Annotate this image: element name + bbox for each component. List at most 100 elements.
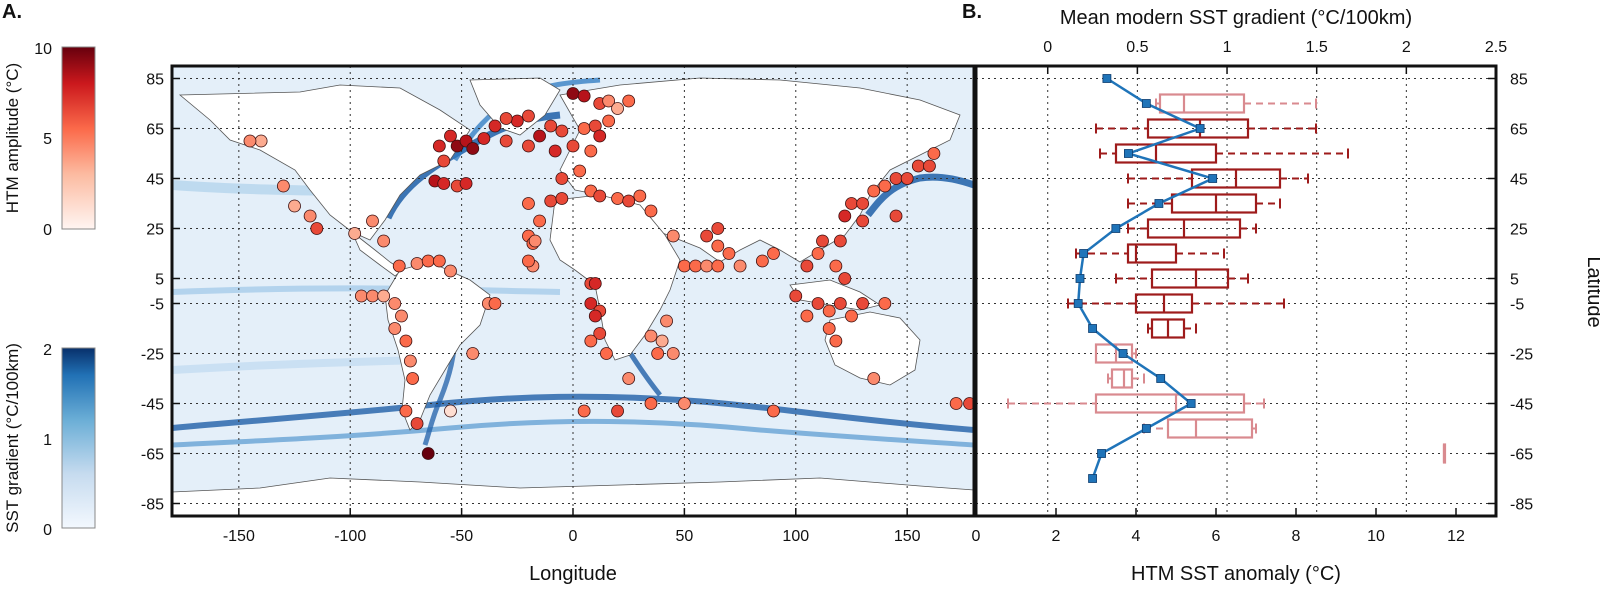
box-panel: 0 2 4 6 8 10 12 0 0.5 1 1.5 2 2.5 85 65 45 25 5 -5 -25 -45… [972, 7, 1600, 585]
continents [172, 77, 974, 516]
htm-site-point [838, 209, 852, 223]
htm-site-point [566, 87, 580, 100]
box-y-tick-label: -85 [1510, 497, 1533, 514]
htm-colorbar-tick: 10 [34, 41, 52, 58]
htm-site-point [722, 247, 736, 260]
map-panel: -150 -100 -50 0 50 100 150 85 65 45 25 5 -5 -25 -45 -6… [141, 64, 976, 585]
map-y-tick-label: -85 [141, 497, 164, 514]
box-x-tick-label: 2 [1052, 528, 1061, 545]
map-x-tick-label: 50 [675, 528, 693, 545]
htm-colorbar: 10 5 0 HTM amplitude (°C) [3, 41, 96, 239]
map-y-tick-label: -45 [141, 397, 164, 414]
htm-site-point [867, 184, 881, 198]
top-x-tick-label: 0 [1043, 39, 1052, 56]
box-y-tick-label: 5 [1510, 272, 1519, 289]
htm-site-point [544, 119, 558, 133]
htm-site-point [573, 164, 587, 178]
sst-colorbar-gradient [61, 347, 96, 529]
top-x-tick-label: 1.5 [1306, 39, 1328, 56]
map-y-tick-label: 5 [155, 272, 164, 289]
map-y-tick-label: -25 [141, 347, 164, 364]
htm-site-point [395, 309, 408, 323]
htm-site-point [611, 192, 624, 205]
htm-site-point [811, 297, 825, 310]
htm-site-point [544, 194, 558, 208]
sst-colorbar-tick: 2 [43, 342, 52, 359]
htm-site-point [566, 139, 580, 153]
box-iqr [1110, 368, 1134, 389]
box-iqr [1146, 218, 1242, 239]
htm-site-point [845, 309, 858, 323]
map-x-tick-label: 0 [569, 528, 578, 545]
top-x-tick-label: 2 [1402, 39, 1411, 56]
gradient-marker [1195, 124, 1205, 133]
map-x-tick-label: -50 [450, 528, 473, 545]
htm-site-point [310, 222, 324, 235]
htm-site-point [633, 189, 647, 203]
htm-site-point [348, 227, 362, 240]
gradient-marker [1124, 149, 1133, 158]
htm-site-point [421, 254, 435, 268]
htm-site-point [588, 277, 602, 290]
htm-site-point [666, 347, 680, 360]
htm-site-point [477, 132, 491, 145]
htm-site-point [856, 297, 870, 310]
map-y-ticks: 85 65 45 25 5 -5 -25 -45 -65 -85 [141, 72, 180, 514]
box-iqr [1158, 93, 1246, 114]
box-iqr [1146, 118, 1250, 139]
gradient-marker [1111, 224, 1121, 233]
htm-site-point [878, 297, 892, 310]
htm-site-point [548, 144, 562, 158]
htm-site-point [499, 134, 513, 148]
land-africa [549, 194, 681, 361]
htm-site-point [522, 254, 535, 268]
htm-site-point [733, 259, 747, 273]
box-y-tick-label: 45 [1510, 172, 1528, 189]
map-x-tick-label: -100 [334, 528, 366, 545]
htm-site-point [528, 234, 542, 248]
htm-site-point [432, 139, 446, 153]
htm-site-point [833, 297, 847, 310]
htm-site-point [644, 329, 658, 343]
htm-site-point [510, 114, 524, 128]
kuroshio-band [865, 173, 974, 218]
box-y-tick-label: -25 [1510, 347, 1533, 364]
htm-site-point [833, 234, 847, 248]
box-panel-background [976, 66, 1496, 516]
box-x-tick-label: 12 [1447, 528, 1465, 545]
top-x-ticks: 0 0.5 1 1.5 2 2.5 [1043, 39, 1507, 74]
htm-site-point [593, 327, 607, 340]
southern-ocean-band [172, 393, 974, 433]
htm-site-point [406, 372, 420, 385]
htm-site-point [755, 254, 769, 268]
box-iqr [1166, 418, 1254, 439]
box-x-ticks: 0 2 4 6 8 10 12 [972, 508, 1465, 545]
htm-site-point [243, 134, 257, 148]
htm-site-point [789, 289, 803, 303]
htm-site-point [499, 112, 513, 125]
htm-site-point [927, 147, 941, 160]
htm-site-point [949, 397, 963, 410]
htm-site-point [838, 272, 852, 285]
htm-site-point [488, 119, 502, 133]
gradient-marker [1208, 174, 1218, 183]
acc-south-band [172, 418, 974, 448]
htm-site-point [459, 177, 473, 190]
htm-site-point [666, 229, 680, 243]
box-iqr [1150, 268, 1230, 289]
htm-site-point [276, 179, 290, 193]
htm-site-point [711, 259, 725, 273]
htm-colorbar-tick: 0 [43, 222, 52, 239]
htm-site-point [488, 297, 502, 310]
htm-site-point [555, 124, 569, 138]
htm-site-point [593, 189, 607, 203]
htm-site-point [354, 289, 368, 303]
box-iqr [1126, 243, 1178, 264]
land-north-america [178, 84, 471, 241]
htm-site-point [588, 309, 602, 323]
land-australia [824, 311, 921, 386]
htm-site-point [444, 264, 457, 278]
sst-colorbar-tick: 0 [43, 522, 52, 539]
gradient-marker [1186, 399, 1196, 408]
top-x-tick-label: 2.5 [1485, 39, 1507, 56]
